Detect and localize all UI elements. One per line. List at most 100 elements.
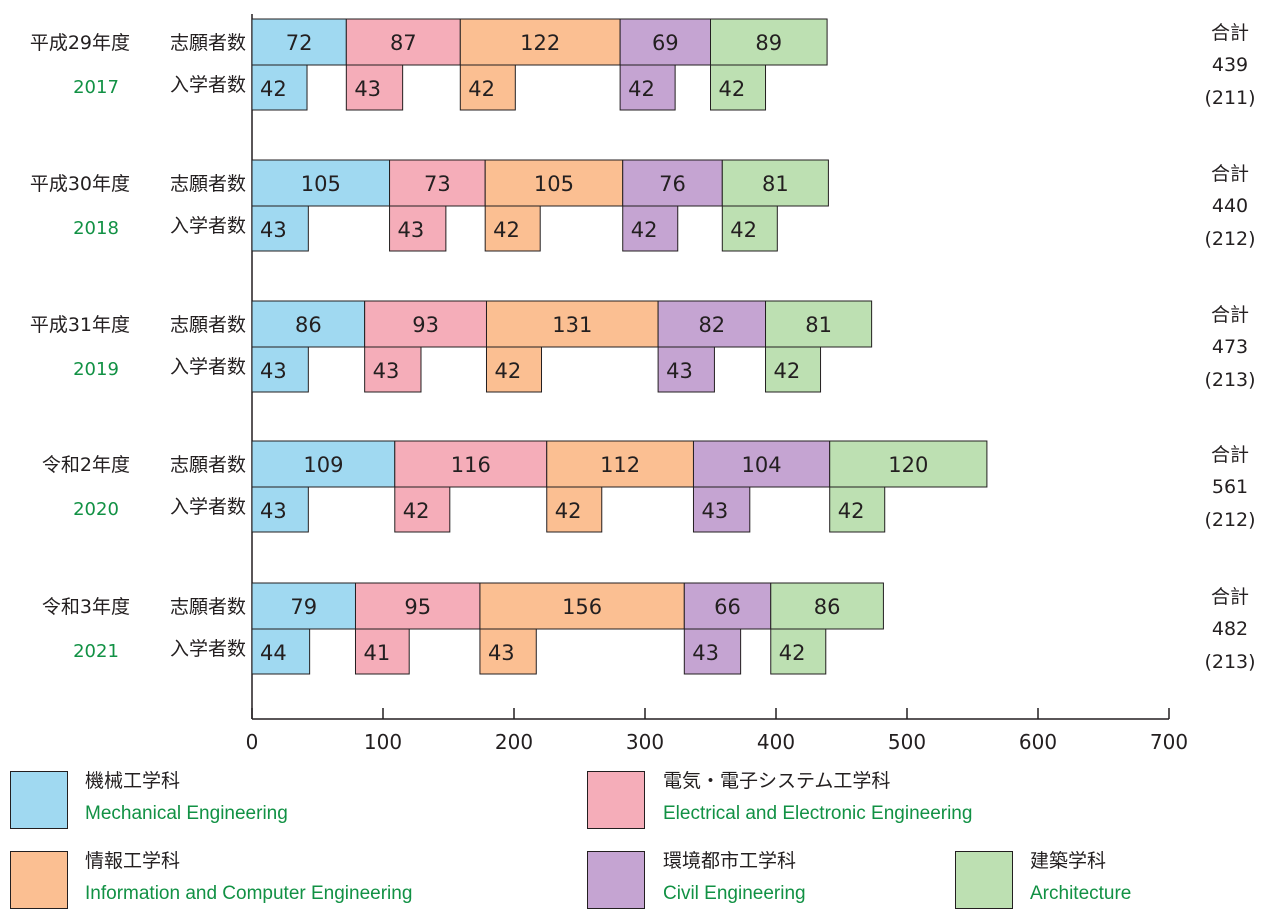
applicant-value-label: 79 — [290, 595, 317, 619]
enrolled-bar — [770, 628, 827, 675]
applicants-row-label: 志願者数 — [170, 596, 246, 618]
year-label: 平成29年度 — [30, 32, 130, 54]
year-number: 2020 — [73, 499, 119, 520]
legend-swatch — [10, 851, 68, 909]
enrolled-bar — [459, 64, 516, 111]
enrolled-value-label: 43 — [488, 641, 515, 665]
applicant-value-label: 72 — [286, 31, 313, 55]
total-applicants: 440 — [1212, 195, 1248, 217]
x-tick-label: 600 — [1019, 730, 1057, 754]
applicant-value-label: 73 — [424, 172, 451, 196]
applicant-value-label: 131 — [552, 313, 592, 337]
total-enrolled: (212) — [1204, 509, 1255, 531]
year-label: 平成30年度 — [30, 173, 130, 195]
enrolled-value-label: 41 — [363, 641, 390, 665]
x-tick-label: 0 — [246, 730, 259, 754]
legend-swatch — [955, 851, 1013, 909]
applicant-bar — [251, 440, 396, 488]
legend-label-jp: 環境都市工学科 — [663, 850, 797, 872]
enrolled-bar — [546, 486, 603, 533]
enrolled-bar — [683, 628, 742, 675]
enrolled-bar — [721, 205, 778, 252]
applicant-bar — [657, 300, 767, 348]
applicant-bar — [622, 159, 723, 207]
applicant-bar — [683, 582, 772, 630]
applicant-bar — [251, 18, 347, 66]
applicant-bar — [345, 18, 461, 66]
applicant-value-label: 104 — [742, 453, 782, 477]
applicant-bar — [394, 440, 548, 488]
total-label: 合計 — [1211, 586, 1249, 608]
enrolled-bar — [251, 486, 309, 533]
applicant-value-label: 105 — [301, 172, 341, 196]
enrolled-value-label: 43 — [260, 359, 287, 383]
total-label: 合計 — [1211, 304, 1249, 326]
total-enrolled: (213) — [1204, 651, 1255, 673]
applicant-bar — [770, 582, 884, 630]
enrolled-value-label: 43 — [260, 499, 287, 523]
enrolled-row-label: 入学者数 — [170, 638, 246, 660]
x-tick-label: 500 — [888, 730, 926, 754]
applicant-bar — [459, 18, 621, 66]
enrolled-row-label: 入学者数 — [170, 74, 246, 96]
enrolled-bar — [251, 346, 309, 393]
enrolled-value-label: 42 — [730, 218, 757, 242]
enrolled-value-label: 43 — [692, 641, 719, 665]
applicant-value-label: 109 — [303, 453, 343, 477]
total-enrolled: (211) — [1204, 87, 1255, 109]
legend-label-jp: 情報工学科 — [85, 850, 181, 872]
enrolled-value-label: 43 — [260, 218, 287, 242]
total-enrolled: (213) — [1204, 369, 1255, 391]
total-applicants: 439 — [1212, 54, 1248, 76]
enrolled-bar — [251, 628, 311, 675]
applicant-value-label: 95 — [404, 595, 431, 619]
enrolled-value-label: 42 — [260, 77, 287, 101]
enrolled-value-label: 42 — [631, 218, 658, 242]
year-number: 2019 — [73, 359, 119, 380]
enrolled-bar — [485, 346, 543, 393]
enrolled-bar — [657, 346, 715, 393]
x-tick-label: 300 — [626, 730, 664, 754]
applicants-row-label: 志願者数 — [170, 454, 246, 476]
applicant-value-label: 81 — [805, 313, 832, 337]
applicant-value-label: 87 — [390, 31, 417, 55]
total-applicants: 482 — [1212, 618, 1248, 640]
x-tick-label: 700 — [1150, 730, 1188, 754]
enrolled-value-label: 42 — [493, 218, 520, 242]
enrolled-bar — [710, 64, 767, 111]
enrolled-value-label: 42 — [494, 359, 521, 383]
total-label: 合計 — [1211, 22, 1249, 44]
year-label: 令和3年度 — [42, 596, 130, 618]
legend-swatch — [587, 771, 645, 829]
legend-label-en: Civil Engineering — [663, 883, 806, 904]
legend-label-jp: 電気・電子システム工学科 — [663, 770, 891, 792]
enrolled-bar — [829, 486, 886, 533]
enrolled-bar — [389, 205, 447, 252]
applicant-value-label: 156 — [562, 595, 602, 619]
applicant-bar — [710, 18, 828, 66]
enrolled-value-label: 42 — [719, 77, 746, 101]
year-label: 平成31年度 — [30, 314, 130, 336]
enrolled-row-label: 入学者数 — [170, 356, 246, 378]
legend-label-en: Electrical and Electronic Engineering — [663, 803, 973, 824]
applicant-value-label: 76 — [659, 172, 686, 196]
enrolled-row-label: 入学者数 — [170, 215, 246, 237]
x-tick-label: 400 — [757, 730, 795, 754]
enrolled-bar — [765, 346, 822, 393]
enrolled-value-label: 42 — [403, 499, 430, 523]
enrolled-value-label: 42 — [779, 641, 806, 665]
applicant-value-label: 89 — [755, 31, 782, 55]
applicants-row-label: 志願者数 — [170, 314, 246, 336]
year-number: 2021 — [73, 641, 119, 662]
enrolled-bar — [484, 205, 541, 252]
enrolled-value-label: 42 — [628, 77, 655, 101]
applicant-bar — [354, 582, 481, 630]
applicant-value-label: 86 — [295, 313, 322, 337]
enrolled-value-label: 43 — [666, 359, 693, 383]
total-applicants: 473 — [1212, 336, 1248, 358]
applicant-value-label: 86 — [814, 595, 841, 619]
applicant-value-label: 116 — [451, 453, 491, 477]
enrolled-value-label: 43 — [701, 499, 728, 523]
total-label: 合計 — [1211, 444, 1249, 466]
